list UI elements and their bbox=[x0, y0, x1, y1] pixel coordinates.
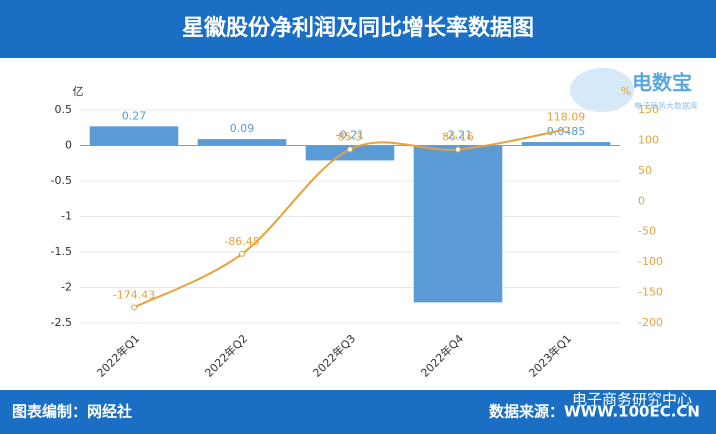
line-point bbox=[239, 250, 245, 257]
y2-tick-label: 100 bbox=[638, 133, 659, 146]
y2-tick-label: -50 bbox=[638, 225, 656, 238]
line-point bbox=[131, 304, 137, 311]
line bbox=[133, 128, 567, 309]
y2-tick-label: -150 bbox=[638, 286, 663, 299]
line-point bbox=[563, 126, 569, 133]
line-label: 118.09 bbox=[547, 110, 586, 123]
y2-unit: % bbox=[621, 85, 631, 98]
footer-right: 数据来源：WWW.100EC.CN bbox=[489, 403, 700, 421]
y2-tick-label: 0 bbox=[638, 194, 645, 207]
bar bbox=[89, 126, 179, 146]
y-tick-label: -0.5 bbox=[51, 174, 72, 187]
y2-tick-label: 50 bbox=[638, 164, 652, 177]
bar bbox=[197, 139, 287, 146]
line-point bbox=[455, 146, 461, 153]
chart-title: 星徽股份净利润及同比增长率数据图 bbox=[182, 15, 534, 41]
y-tick-label: 0 bbox=[65, 139, 72, 152]
y2-tick-label: 150 bbox=[638, 103, 659, 116]
y2-tick-label: -200 bbox=[638, 316, 663, 329]
y-tick-label: -1 bbox=[61, 210, 72, 223]
header-band bbox=[0, 0, 716, 58]
y-tick-label: 0.5 bbox=[55, 103, 73, 116]
bar bbox=[413, 145, 503, 303]
y2-tick-label: -100 bbox=[638, 255, 663, 268]
bar-label: -2.21 bbox=[444, 129, 472, 142]
bar-label: 0.27 bbox=[122, 109, 147, 122]
logo: 电数宝 bbox=[632, 71, 692, 95]
bar bbox=[305, 145, 395, 161]
bar-label: -0.21 bbox=[336, 129, 364, 142]
line-point bbox=[347, 146, 353, 153]
line-label: -174.43 bbox=[113, 288, 155, 301]
line-label: 85.16 bbox=[442, 130, 474, 143]
y-tick-label: -2.5 bbox=[51, 316, 72, 329]
footer-left: 图表编制：网经社 bbox=[12, 403, 132, 421]
bar bbox=[521, 142, 611, 146]
watermark: 电子商务研究中心 bbox=[572, 391, 692, 409]
line-label: 85.3 bbox=[338, 130, 363, 143]
y-tick-label: -2 bbox=[61, 281, 72, 294]
footer-band bbox=[0, 390, 716, 434]
y-tick-label: -1.5 bbox=[51, 245, 72, 258]
line-label: -86.45 bbox=[224, 235, 259, 248]
logo-sub: 电子商务大数据库 bbox=[634, 101, 698, 111]
bar-label: 0.09 bbox=[230, 122, 255, 135]
y-unit: 亿 bbox=[73, 85, 84, 98]
logo-cloud bbox=[570, 68, 634, 112]
